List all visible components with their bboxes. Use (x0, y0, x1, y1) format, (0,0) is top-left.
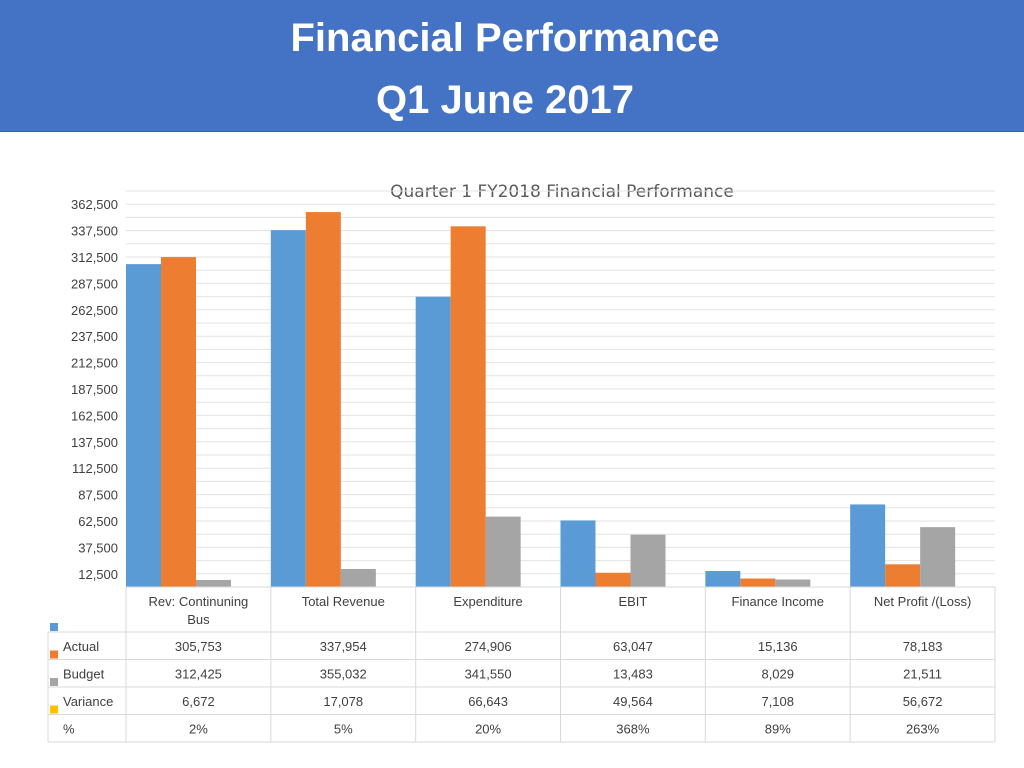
slide-subtitle: Q1 June 2017 (376, 78, 634, 122)
table-cell: 49,564 (613, 694, 653, 709)
bar-budget (450, 226, 486, 588)
table-cell: 355,032 (320, 666, 367, 681)
table-cell: 368% (616, 721, 650, 736)
table-cell: 17,078 (323, 694, 363, 709)
slide-title: Financial Performance (290, 16, 720, 60)
y-tick-label: 62,500 (78, 514, 118, 529)
table-row-label: % (63, 721, 75, 736)
table-cell: 21,511 (903, 666, 942, 681)
table-cell: 13,483 (613, 666, 653, 681)
y-tick-label: 112,500 (72, 461, 118, 476)
bar-variance (920, 527, 956, 587)
bar-actual (560, 520, 596, 587)
legend-key (50, 678, 58, 686)
y-tick-label: 262,500 (71, 303, 118, 318)
y-tick-label: 212,500 (71, 356, 118, 371)
table-column-header: EBIT (618, 594, 647, 609)
bar-budget (740, 578, 776, 587)
table-cell: 66,643 (468, 694, 508, 709)
table-cell: 6,672 (182, 694, 215, 709)
table-row-label: Actual (63, 639, 99, 654)
y-tick-label: 87,500 (78, 488, 118, 503)
title-banner: Financial Performance Q1 June 2017 (0, 0, 1024, 132)
bar-actual (850, 504, 886, 587)
y-tick-label: 162,500 (71, 408, 118, 423)
bar-variance (340, 568, 376, 587)
table-cell: 20% (475, 721, 501, 736)
table-cell: 305,753 (175, 639, 222, 654)
bar-variance (485, 516, 521, 587)
table-cell: 312,425 (175, 666, 222, 681)
data-table: Rev: Continuning Bus Total Revenue Expendit… (47, 586, 996, 743)
bar-actual (126, 264, 161, 587)
table-cell: 274,906 (465, 639, 512, 654)
y-tick-label: 37,500 (78, 540, 118, 555)
table-column-header: Total Revenue (302, 594, 385, 609)
table-cell: 78,183 (903, 639, 943, 654)
y-tick-label: 187,500 (71, 382, 118, 397)
table-cell: 15,136 (758, 639, 798, 654)
y-tick-label: 12,500 (78, 567, 118, 582)
table-row-label: Variance (63, 694, 113, 709)
y-axis-ticks: 12,500 37,500 62,500 87,500 112,500 137,500 16… (71, 197, 118, 582)
bar-budget (595, 572, 631, 587)
table-cell: 63,047 (613, 639, 653, 654)
table-cell: 7,108 (761, 694, 794, 709)
y-tick-label: 312,500 (71, 250, 118, 265)
y-tick-label: 237,500 (71, 329, 118, 344)
bar-variance (775, 579, 811, 587)
table-cell: 337,954 (320, 639, 367, 654)
y-tick-label: 337,500 (71, 224, 118, 239)
table-cell: 8,029 (761, 666, 794, 681)
table-column-header: Finance Income (732, 594, 825, 609)
table-cell: 2% (189, 721, 208, 736)
bar-variance (196, 579, 231, 587)
chart-title: Quarter 1 FY2018 Financial Performance (390, 182, 734, 202)
table-cell: 5% (334, 721, 353, 736)
bar-actual (415, 296, 451, 587)
table-column-header: Expenditure (453, 594, 522, 609)
bar-budget (305, 212, 341, 587)
legend-key (50, 705, 58, 714)
y-tick-label: 362,500 (71, 197, 118, 212)
bar-budget (885, 564, 921, 587)
table-column-header: Net Profit /(Loss) (874, 594, 972, 609)
bar-actual (270, 230, 306, 587)
table-cell: 263% (906, 721, 940, 736)
table-cell: 341,550 (465, 666, 512, 681)
bar-actual (705, 571, 741, 587)
bar-budget (161, 257, 196, 587)
table-row-label: Budget (63, 666, 105, 681)
legend-key (50, 650, 58, 659)
bar-variance (630, 534, 666, 587)
table-column-header: Rev: Continuning Bus (149, 594, 249, 627)
bars (126, 212, 956, 588)
table-cell: 56,672 (903, 694, 943, 709)
legend-key (50, 623, 58, 631)
y-tick-label: 137,500 (71, 435, 118, 450)
y-tick-label: 287,500 (71, 276, 118, 291)
table-cell: 89% (765, 721, 791, 736)
